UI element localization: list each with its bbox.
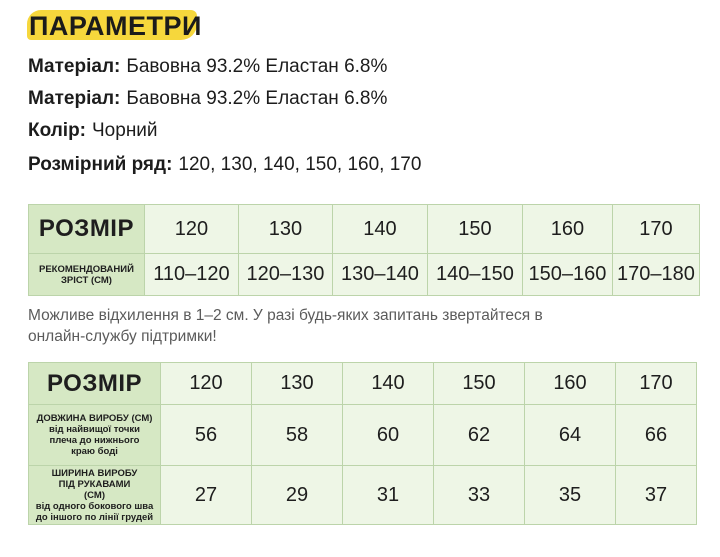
param-material-1: Матеріал: Бавовна 93.2% Еластан 6.8% <box>28 56 387 78</box>
size-cell: 130 <box>237 204 333 254</box>
height-cell: 120–130 <box>237 253 333 296</box>
height-header-label: РЕКОМЕНДОВАНИЙ ЗРІСТ (СМ) <box>39 263 134 286</box>
size-header-cell: РОЗМІР <box>28 204 145 254</box>
param-value: Чорний <box>92 120 158 141</box>
length-header-cell: ДОВЖИНА ВИРОБУ (СМ) від найвищої точки п… <box>28 404 161 466</box>
param-size-range: Розмірний ряд: 120, 130, 140, 150, 160, 1… <box>28 154 421 176</box>
height-cell: 140–150 <box>426 253 523 296</box>
width-cell: 33 <box>433 465 525 525</box>
param-value: Бавовна 93.2% Еластан 6.8% <box>126 88 388 109</box>
length-cell: 66 <box>615 404 697 466</box>
size-cell: 160 <box>524 362 616 405</box>
size-cell: 170 <box>611 204 700 254</box>
width-cell: 37 <box>615 465 697 525</box>
table-row: РОЗМІР 120 130 140 150 160 170 <box>28 204 700 254</box>
size-cell: 170 <box>615 362 697 405</box>
width-cell: 29 <box>251 465 343 525</box>
param-value: 120, 130, 140, 150, 160, 170 <box>178 154 422 175</box>
table-row: ДОВЖИНА ВИРОБУ (СМ) від найвищої точки п… <box>28 404 697 466</box>
height-cell: 170–180 <box>611 253 700 296</box>
width-header-sublabel: від одного бокового шва до іншого по лін… <box>35 500 154 523</box>
height-cell: 150–160 <box>521 253 613 296</box>
length-header-label: ДОВЖИНА ВИРОБУ (СМ) <box>36 413 153 424</box>
title-block: ПАРАМЕТРИ <box>25 6 202 46</box>
size-cell: 140 <box>342 362 434 405</box>
width-cell: 31 <box>342 465 434 525</box>
size-header-cell: РОЗМІР <box>28 362 161 405</box>
size-height-table: РОЗМІР 120 130 140 150 160 170 РЕКОМЕНДО… <box>28 204 700 296</box>
height-header-cell: РЕКОМЕНДОВАНИЙ ЗРІСТ (СМ) <box>28 253 145 296</box>
param-material-2: Матеріал: Бавовна 93.2% Еластан 6.8% <box>28 88 387 110</box>
size-cell: 140 <box>331 204 428 254</box>
size-cell: 150 <box>433 362 525 405</box>
size-cell: 120 <box>143 204 239 254</box>
page-title: ПАРАМЕТРИ <box>29 11 202 41</box>
size-header-label: РОЗМІР <box>38 215 134 242</box>
height-cell: 130–140 <box>331 253 428 296</box>
height-cell: 110–120 <box>143 253 239 296</box>
title-highlight <box>27 10 197 40</box>
size-cell: 160 <box>521 204 613 254</box>
size-cell: 130 <box>251 362 343 405</box>
size-cell: 120 <box>160 362 252 405</box>
length-cell: 62 <box>433 404 525 466</box>
table-row: РЕКОМЕНДОВАНИЙ ЗРІСТ (СМ) 110–120 120–13… <box>28 253 700 296</box>
width-cell: 27 <box>160 465 252 525</box>
length-cell: 58 <box>251 404 343 466</box>
width-cell: 35 <box>524 465 616 525</box>
param-label: Колір: <box>28 120 87 141</box>
length-cell: 56 <box>160 404 252 466</box>
width-header-label: ШИРИНА ВИРОБУ ПІД РУКАВАМИ (СМ) <box>51 467 138 501</box>
garment-measurements-table: РОЗМІР 120 130 140 150 160 170 ДОВЖИНА В… <box>28 362 697 525</box>
length-cell: 64 <box>524 404 616 466</box>
param-color: Колір: Чорний <box>28 120 158 142</box>
table-row: ШИРИНА ВИРОБУ ПІД РУКАВАМИ (СМ) від одно… <box>28 465 697 525</box>
param-value: Бавовна 93.2% Еластан 6.8% <box>126 56 388 77</box>
size-cell: 150 <box>426 204 523 254</box>
param-label: Розмірний ряд: <box>28 154 173 175</box>
width-header-cell: ШИРИНА ВИРОБУ ПІД РУКАВАМИ (СМ) від одно… <box>28 465 161 525</box>
param-label: Матеріал: <box>28 56 121 77</box>
deviation-note: Можливе відхилення в 1–2 см. У разі будь… <box>28 307 543 345</box>
table-row: РОЗМІР 120 130 140 150 160 170 <box>28 362 697 405</box>
param-label: Матеріал: <box>28 88 121 109</box>
length-cell: 60 <box>342 404 434 466</box>
size-header-label: РОЗМІР <box>46 369 143 397</box>
length-header-sublabel: від найвищої точки плеча до нижнього кра… <box>49 424 140 457</box>
